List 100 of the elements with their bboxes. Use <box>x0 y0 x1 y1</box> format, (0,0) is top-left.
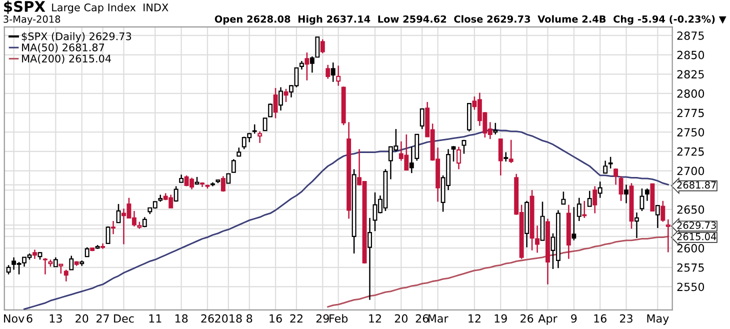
candlestick <box>106 226 110 244</box>
candlestick <box>576 197 582 222</box>
x-tick-label: 16 <box>594 314 606 323</box>
y-tick-label: 2700 <box>677 166 704 176</box>
candlestick <box>284 88 288 103</box>
y-tick-label: 2681.87 <box>677 181 716 189</box>
y-tick-label: 2629.73 <box>677 222 716 229</box>
candlestick <box>456 146 461 170</box>
candlestick <box>655 204 660 229</box>
candlestick <box>258 130 262 144</box>
candlestick <box>310 56 314 74</box>
candlestick <box>414 134 420 162</box>
x-tick-label: 22 <box>290 314 302 323</box>
x-tick-label: 2018 <box>215 314 242 323</box>
candlestick <box>592 186 598 214</box>
candlestick <box>587 190 592 207</box>
candlestick <box>315 36 320 58</box>
y-tick-label: 2725 <box>677 147 704 156</box>
x-tick-label: 26 <box>520 314 534 323</box>
y-tick-label: 2875 <box>677 31 704 40</box>
candlestick <box>273 87 278 119</box>
candlestick <box>504 152 508 162</box>
y-tick-label: 2575 <box>677 263 704 272</box>
candlestick <box>111 220 116 235</box>
candlestick <box>608 156 613 170</box>
x-tick-label: 12 <box>468 314 480 323</box>
candlestick <box>603 160 608 174</box>
candlestick <box>278 86 284 112</box>
text: Open 2628.08 High 2637.14 Low 2594.62 Close 2629.73 Volume 2.4B Chg -5.94 (-0.23%) ▼ <box>214 15 726 25</box>
x-tick-label: 23 <box>620 314 632 323</box>
x-tick-label: 8 <box>246 314 252 323</box>
candlestick <box>262 118 268 132</box>
candlestick <box>220 176 226 192</box>
y-tick-label: 2650 <box>677 205 704 214</box>
candlestick <box>336 65 341 86</box>
x-tick-label: 18 <box>175 314 188 323</box>
candlestick <box>409 146 414 174</box>
candlestick <box>226 173 231 184</box>
candlestick <box>64 269 68 282</box>
candlestick <box>572 206 576 241</box>
candlestick <box>582 200 587 219</box>
candlestick <box>614 168 618 186</box>
x-tick-label: 12 <box>369 314 381 323</box>
candlestick <box>508 139 514 164</box>
x-tick-label: 26 <box>201 314 214 323</box>
candlestick <box>624 184 628 204</box>
chart-title: $SPX <box>4 0 46 14</box>
candlestick <box>268 102 273 118</box>
candlestick <box>618 176 624 202</box>
x-tick-label: 27 <box>96 314 109 323</box>
candlestick <box>320 38 325 54</box>
text: 3-May-2018 <box>4 15 60 25</box>
x-tick-label: 13 <box>50 314 62 323</box>
candlestick <box>540 201 545 241</box>
y-tick-label: 2615.04 <box>677 232 716 240</box>
legend-label: MA(50) 2681.87 <box>22 43 104 53</box>
candlestick <box>116 203 121 224</box>
candlestick <box>660 200 666 222</box>
x-tick-label: 11 <box>149 314 162 323</box>
y-tick-label: 2850 <box>677 50 704 60</box>
candlestick <box>304 52 310 81</box>
line-series <box>327 236 669 308</box>
y-tick-label: 2800 <box>677 89 704 98</box>
x-tick-label: 19 <box>494 314 507 323</box>
y-tick-label: 2550 <box>677 282 704 292</box>
candlestick <box>84 246 90 258</box>
candlestick <box>252 124 257 134</box>
candlestick <box>174 186 178 202</box>
candlestick <box>462 139 466 154</box>
candlestick <box>634 212 639 239</box>
y-tick-label: 2825 <box>677 70 704 79</box>
candlestick <box>330 62 336 82</box>
x-tick-label: 6 <box>26 314 32 323</box>
candlestick <box>420 108 424 130</box>
candlestick <box>231 158 236 173</box>
candlestick <box>451 145 456 162</box>
x-tick-label: May <box>647 314 669 325</box>
x-tick-label: Dec <box>114 314 134 323</box>
candlestick <box>493 122 498 136</box>
candlestick <box>32 248 37 260</box>
candlestick <box>42 258 48 275</box>
candlestick <box>644 188 650 202</box>
x-tick-label: 26 <box>416 314 428 323</box>
x-tick-label: 20 <box>76 314 88 323</box>
x-tick-label: 20 <box>394 314 408 323</box>
legend-label: $SPX (Daily) 2629.73 <box>22 32 132 42</box>
candlestick <box>598 180 602 198</box>
y-tick-label: 2750 <box>677 128 704 136</box>
candlestick <box>498 138 503 176</box>
y-tick-label: 2600 <box>677 244 704 252</box>
candlestick <box>6 264 11 275</box>
y-tick-label: 2775 <box>677 108 704 118</box>
x-tick-label: Mar <box>428 314 448 323</box>
x-tick-label: 29 <box>316 314 329 323</box>
chart-subtitle: Large Cap Index INDX <box>52 3 168 14</box>
x-tick-label: Apr <box>538 314 558 325</box>
candlestick <box>640 188 644 212</box>
x-tick-label: Nov <box>4 314 24 323</box>
legend-label: MA(200) 2615.04 <box>22 54 111 64</box>
x-tick-label: 16 <box>270 314 282 323</box>
